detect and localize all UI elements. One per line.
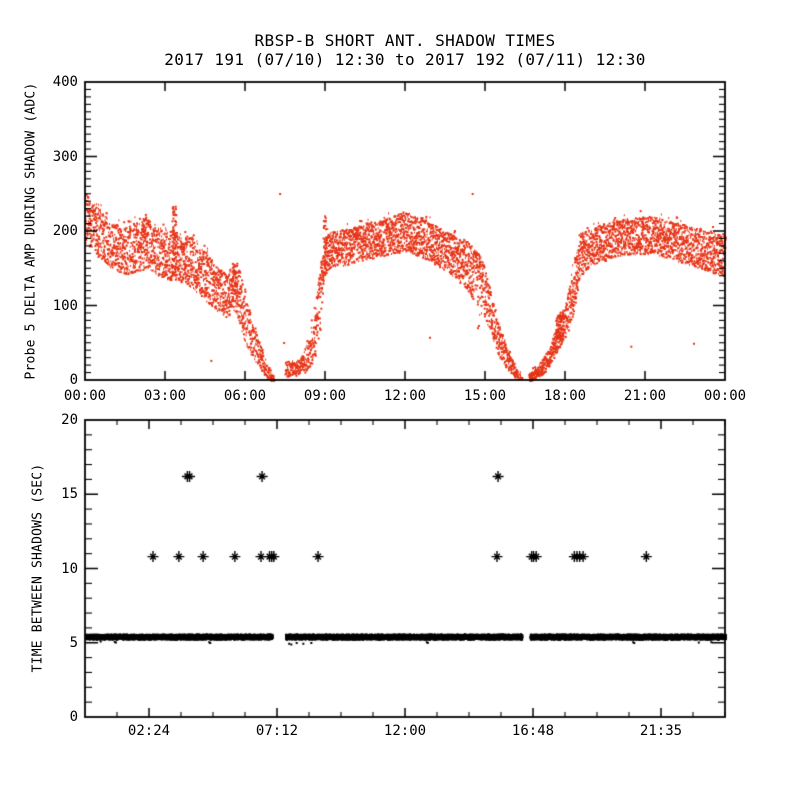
- top-x-tick-label: 09:00: [303, 388, 347, 404]
- bottom-x-tick-label: 07:12: [255, 723, 299, 739]
- top-x-tick-label: 12:00: [383, 388, 427, 404]
- chart-title: RBSP-B SHORT ANT. SHADOW TIMES: [254, 31, 556, 50]
- top-y-tick-label: 300: [52, 148, 78, 165]
- top-y-tick-label: 0: [69, 372, 78, 388]
- top-x-tick-label: 06:00: [223, 388, 267, 404]
- bottom-x-tick-label: 12:00: [383, 723, 427, 739]
- top-y-axis-title: Probe 5 DELTA AMP DURING SHADOW (ADC): [23, 82, 39, 380]
- top-x-tick-label: 00:00: [703, 388, 747, 404]
- top-y-tick-label: 100: [52, 297, 78, 314]
- top-x-tick-label: 18:00: [543, 388, 587, 404]
- bottom-y-tick-label: 10: [61, 560, 78, 577]
- top-x-tick-label: 03:00: [143, 388, 187, 404]
- top-y-tick-label: 200: [52, 223, 78, 239]
- bottom-y-tick-label: 0: [69, 709, 78, 725]
- top-x-tick-label: 21:00: [623, 388, 667, 404]
- bottom-x-tick-label: 02:24: [127, 723, 171, 739]
- bottom-x-tick-label: 16:48: [511, 723, 555, 739]
- top-y-tick-label: 400: [52, 74, 78, 90]
- chart-subtitle: 2017 191 (07/10) 12:30 to 2017 192 (07/1…: [164, 50, 646, 69]
- bottom-y-tick-label: 20: [61, 412, 78, 428]
- bottom-x-tick-label: 21:35: [639, 723, 683, 739]
- top-x-tick-label: 00:00: [63, 388, 107, 404]
- bottom-y-tick-label: 15: [61, 486, 78, 503]
- bottom-y-tick-label: 5: [69, 634, 78, 651]
- top-x-tick-label: 15:00: [463, 388, 507, 404]
